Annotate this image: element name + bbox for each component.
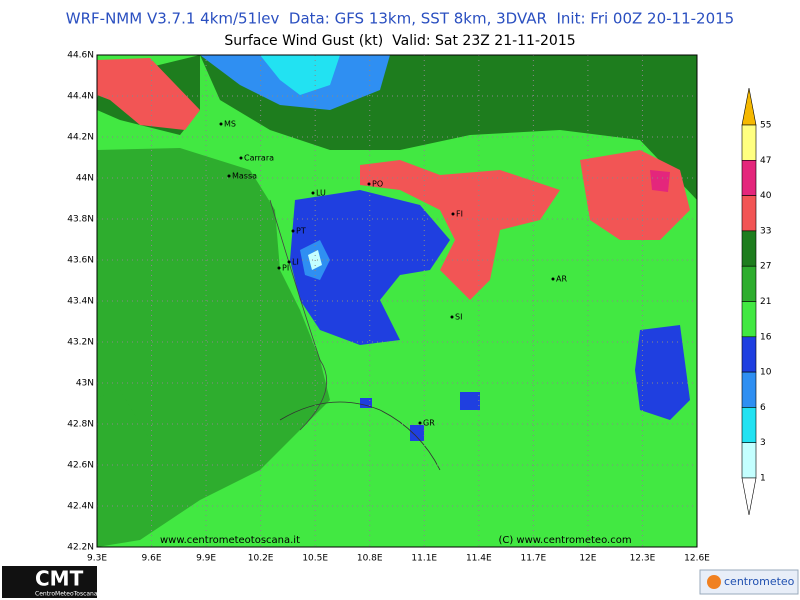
colorbar-label: 16 [760, 332, 772, 342]
lon-label: 11.7E [520, 554, 546, 564]
header-line2: Surface Wind Gust (kt) Valid: Sat 23Z 21… [224, 33, 575, 49]
logo-left-sub: CentroMeteoToscana [35, 591, 98, 598]
map-field [97, 55, 697, 547]
lon-label: 11.1E [411, 554, 437, 564]
colorbar-segment [741, 160, 757, 196]
colorbar-label: 33 [760, 226, 771, 236]
graticule: 44.6N 44.4N 44.2N 44N 43.8N 43.6N 43.4N 43.2N 43… [67, 51, 710, 564]
lon-label: 9.9E [196, 554, 216, 564]
colorbar-label: 6 [760, 403, 766, 413]
lon-label: 10.5E [302, 554, 328, 564]
credit-right: (C) www.centrometeo.com [498, 535, 631, 546]
lat-label: 43N [76, 379, 94, 389]
lat-label: 44.6N [67, 51, 94, 61]
lon-label: 10.2E [248, 554, 274, 564]
colorbar-label: 3 [760, 438, 766, 448]
colorbar-segment [741, 371, 757, 408]
colorbar-segment [741, 442, 757, 479]
lat-label: 42.8N [67, 420, 94, 430]
place-dot [291, 229, 295, 233]
place-label: LU [316, 189, 326, 198]
colorbar-segment [741, 301, 757, 338]
place-label: GR [423, 419, 435, 428]
lat-label: 42.2N [67, 543, 94, 553]
header-line1: WRF-NMM V3.7.1 4km/51lev Data: GFS 13km,… [66, 10, 734, 28]
lat-label: 44N [76, 174, 94, 184]
colorbar-segment [741, 124, 757, 161]
logo-left: CMT CentroMeteoToscana [2, 566, 98, 598]
colorbar-segment [741, 195, 757, 232]
place-label: PI [282, 264, 289, 273]
place-dot [287, 260, 291, 264]
colorbar-label: 10 [760, 368, 772, 378]
lat-label: 43.4N [67, 297, 94, 307]
place-dot [219, 122, 223, 126]
place-dot [367, 182, 371, 186]
colorbar: 55 47 40 33 27 21 16 10 6 3 1 [741, 87, 772, 516]
place-dot [227, 174, 231, 178]
lon-label: 9.3E [87, 554, 107, 564]
logo-right: centrometeo [699, 569, 799, 595]
place-label: SI [455, 313, 462, 322]
credit-left: www.centrometeotoscana.it [160, 535, 300, 546]
map-frame [96, 54, 698, 548]
logo-left-text: CMT [35, 567, 84, 591]
place-dot [418, 421, 422, 425]
lon-label: 10.8E [357, 554, 383, 564]
place-dot [277, 266, 281, 270]
lat-label: 43.6N [67, 256, 94, 266]
colorbar-label: 55 [760, 121, 771, 131]
lat-label: 43.2N [67, 338, 94, 348]
place-label: LI [292, 258, 299, 267]
place-dot [239, 156, 243, 160]
lon-label: 9.6E [142, 554, 162, 564]
place-label: AR [556, 275, 567, 284]
colorbar-cap-top [741, 87, 757, 126]
colorbar-segment [741, 230, 757, 267]
lat-label: 43.8N [67, 215, 94, 225]
colorbar-label: 27 [760, 262, 771, 272]
place-label: PO [372, 180, 383, 189]
logo-right-text: centrometeo [724, 575, 795, 588]
place-dot [311, 191, 315, 195]
place-label: MS [224, 120, 236, 129]
place-label: PT [296, 227, 306, 236]
colorbar-label: 21 [760, 297, 771, 307]
place-label: Carrara [244, 154, 274, 163]
place-dot [450, 315, 454, 319]
place-label: Massa [232, 172, 257, 181]
colorbar-segment [741, 336, 757, 373]
colorbar-label: 1 [760, 474, 766, 484]
place-dot [551, 277, 555, 281]
place-dot [451, 212, 455, 216]
colorbar-segment [741, 265, 757, 302]
colorbar-segment [741, 407, 757, 443]
lat-label: 42.6N [67, 461, 94, 471]
lat-label: 44.2N [67, 133, 94, 143]
colorbar-label: 47 [760, 156, 771, 166]
place-label: FI [456, 210, 463, 219]
lat-label: 42.4N [67, 502, 94, 512]
lon-label: 11.4E [466, 554, 492, 564]
lon-label: 12.6E [684, 554, 710, 564]
lat-label: 44.4N [67, 92, 94, 102]
colorbar-label: 40 [760, 191, 772, 201]
colorbar-cap-bottom [741, 477, 757, 516]
lon-label: 12.3E [630, 554, 656, 564]
lon-label: 12E [579, 554, 596, 564]
